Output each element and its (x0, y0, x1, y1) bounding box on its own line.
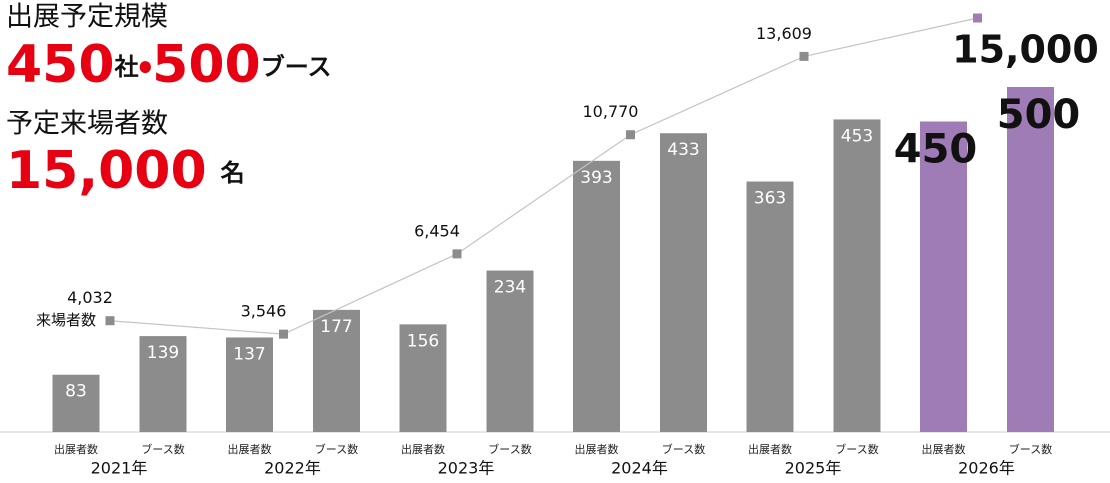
line-series-label: 来場者数 (36, 311, 96, 329)
bar-value-label: 453 (841, 126, 873, 146)
bar-category-label: 出展者数 (54, 443, 98, 456)
bar (1007, 87, 1054, 432)
bar (486, 270, 534, 432)
bar (226, 337, 273, 432)
bar-value-label: 83 (65, 382, 87, 402)
bar-category-label: ブース数 (315, 442, 358, 456)
line-value-label: 15,000 (952, 28, 1099, 72)
line-marker (452, 249, 462, 259)
bar (573, 160, 620, 432)
exhibitors-unit: 社 (114, 53, 139, 81)
bar-category-label: 出展者数 (228, 443, 272, 456)
bar-category-label: ブース数 (488, 442, 531, 456)
bar-value-label: 139 (147, 343, 179, 363)
scale-figures: 450社・500ブース (6, 35, 332, 95)
bar (399, 324, 447, 432)
bar (660, 133, 707, 433)
visitors-title: 予定来場者数 (6, 109, 168, 140)
bar-value-label: 433 (667, 140, 699, 160)
bar (920, 121, 967, 432)
x-tick-label: 2021年 (91, 459, 148, 478)
bar-category-label: 出展者数 (922, 443, 966, 456)
bar-value-label: 177 (320, 317, 352, 337)
bar (139, 336, 187, 432)
line-marker (626, 130, 635, 140)
bar (833, 119, 881, 433)
visitors-figure: 15,000 (6, 141, 207, 201)
bar-value-label: 393 (580, 168, 612, 188)
line-value-label: 10,770 (583, 102, 639, 121)
bar-category-label: ブース数 (835, 442, 878, 456)
bar-category-label: ブース数 (141, 442, 184, 456)
booths-figure: 500 (152, 35, 261, 95)
line-marker (105, 316, 115, 326)
visitors-unit: 名 (220, 159, 245, 187)
booths-unit: ブース (261, 53, 332, 81)
bar-value-label: 363 (754, 189, 786, 209)
line-value-label: 3,546 (241, 302, 287, 321)
line-value-label: 4,032 (67, 288, 113, 307)
bar-category-label: 出展者数 (748, 443, 792, 456)
line-marker (973, 13, 982, 23)
line-value-label: 6,454 (414, 221, 460, 240)
bar (746, 181, 794, 432)
bar-value-label: 156 (407, 331, 439, 351)
bar-category-label: ブース数 (1009, 442, 1052, 456)
bar-category-label: 出展者数 (401, 443, 445, 456)
x-tick-label: 2025年 (785, 459, 842, 478)
line-marker (279, 329, 288, 339)
x-tick-label: 2024年 (611, 459, 668, 478)
bar (52, 374, 100, 432)
visitors-figures: 15,000 名 (6, 141, 245, 201)
scale-title: 出展予定規模 (6, 2, 168, 33)
x-tick-label: 2026年 (958, 459, 1015, 478)
bar-value-label: 234 (494, 278, 526, 298)
exhibitors-figure: 450 (6, 35, 115, 95)
separator: ・ (139, 43, 153, 89)
x-tick-label: 2022年 (264, 459, 321, 478)
line (109, 17, 978, 335)
bar-value-label: 500 (997, 92, 1081, 138)
bar (313, 309, 360, 432)
bar-value-label: 450 (894, 127, 978, 173)
x-tick-label: 2023年 (438, 459, 495, 478)
line-value-label: 13,609 (756, 24, 812, 43)
bar-category-label: 出展者数 (575, 443, 619, 456)
bar-category-label: ブース数 (662, 442, 705, 456)
line-marker (799, 51, 809, 61)
bar-value-label: 137 (233, 344, 265, 364)
